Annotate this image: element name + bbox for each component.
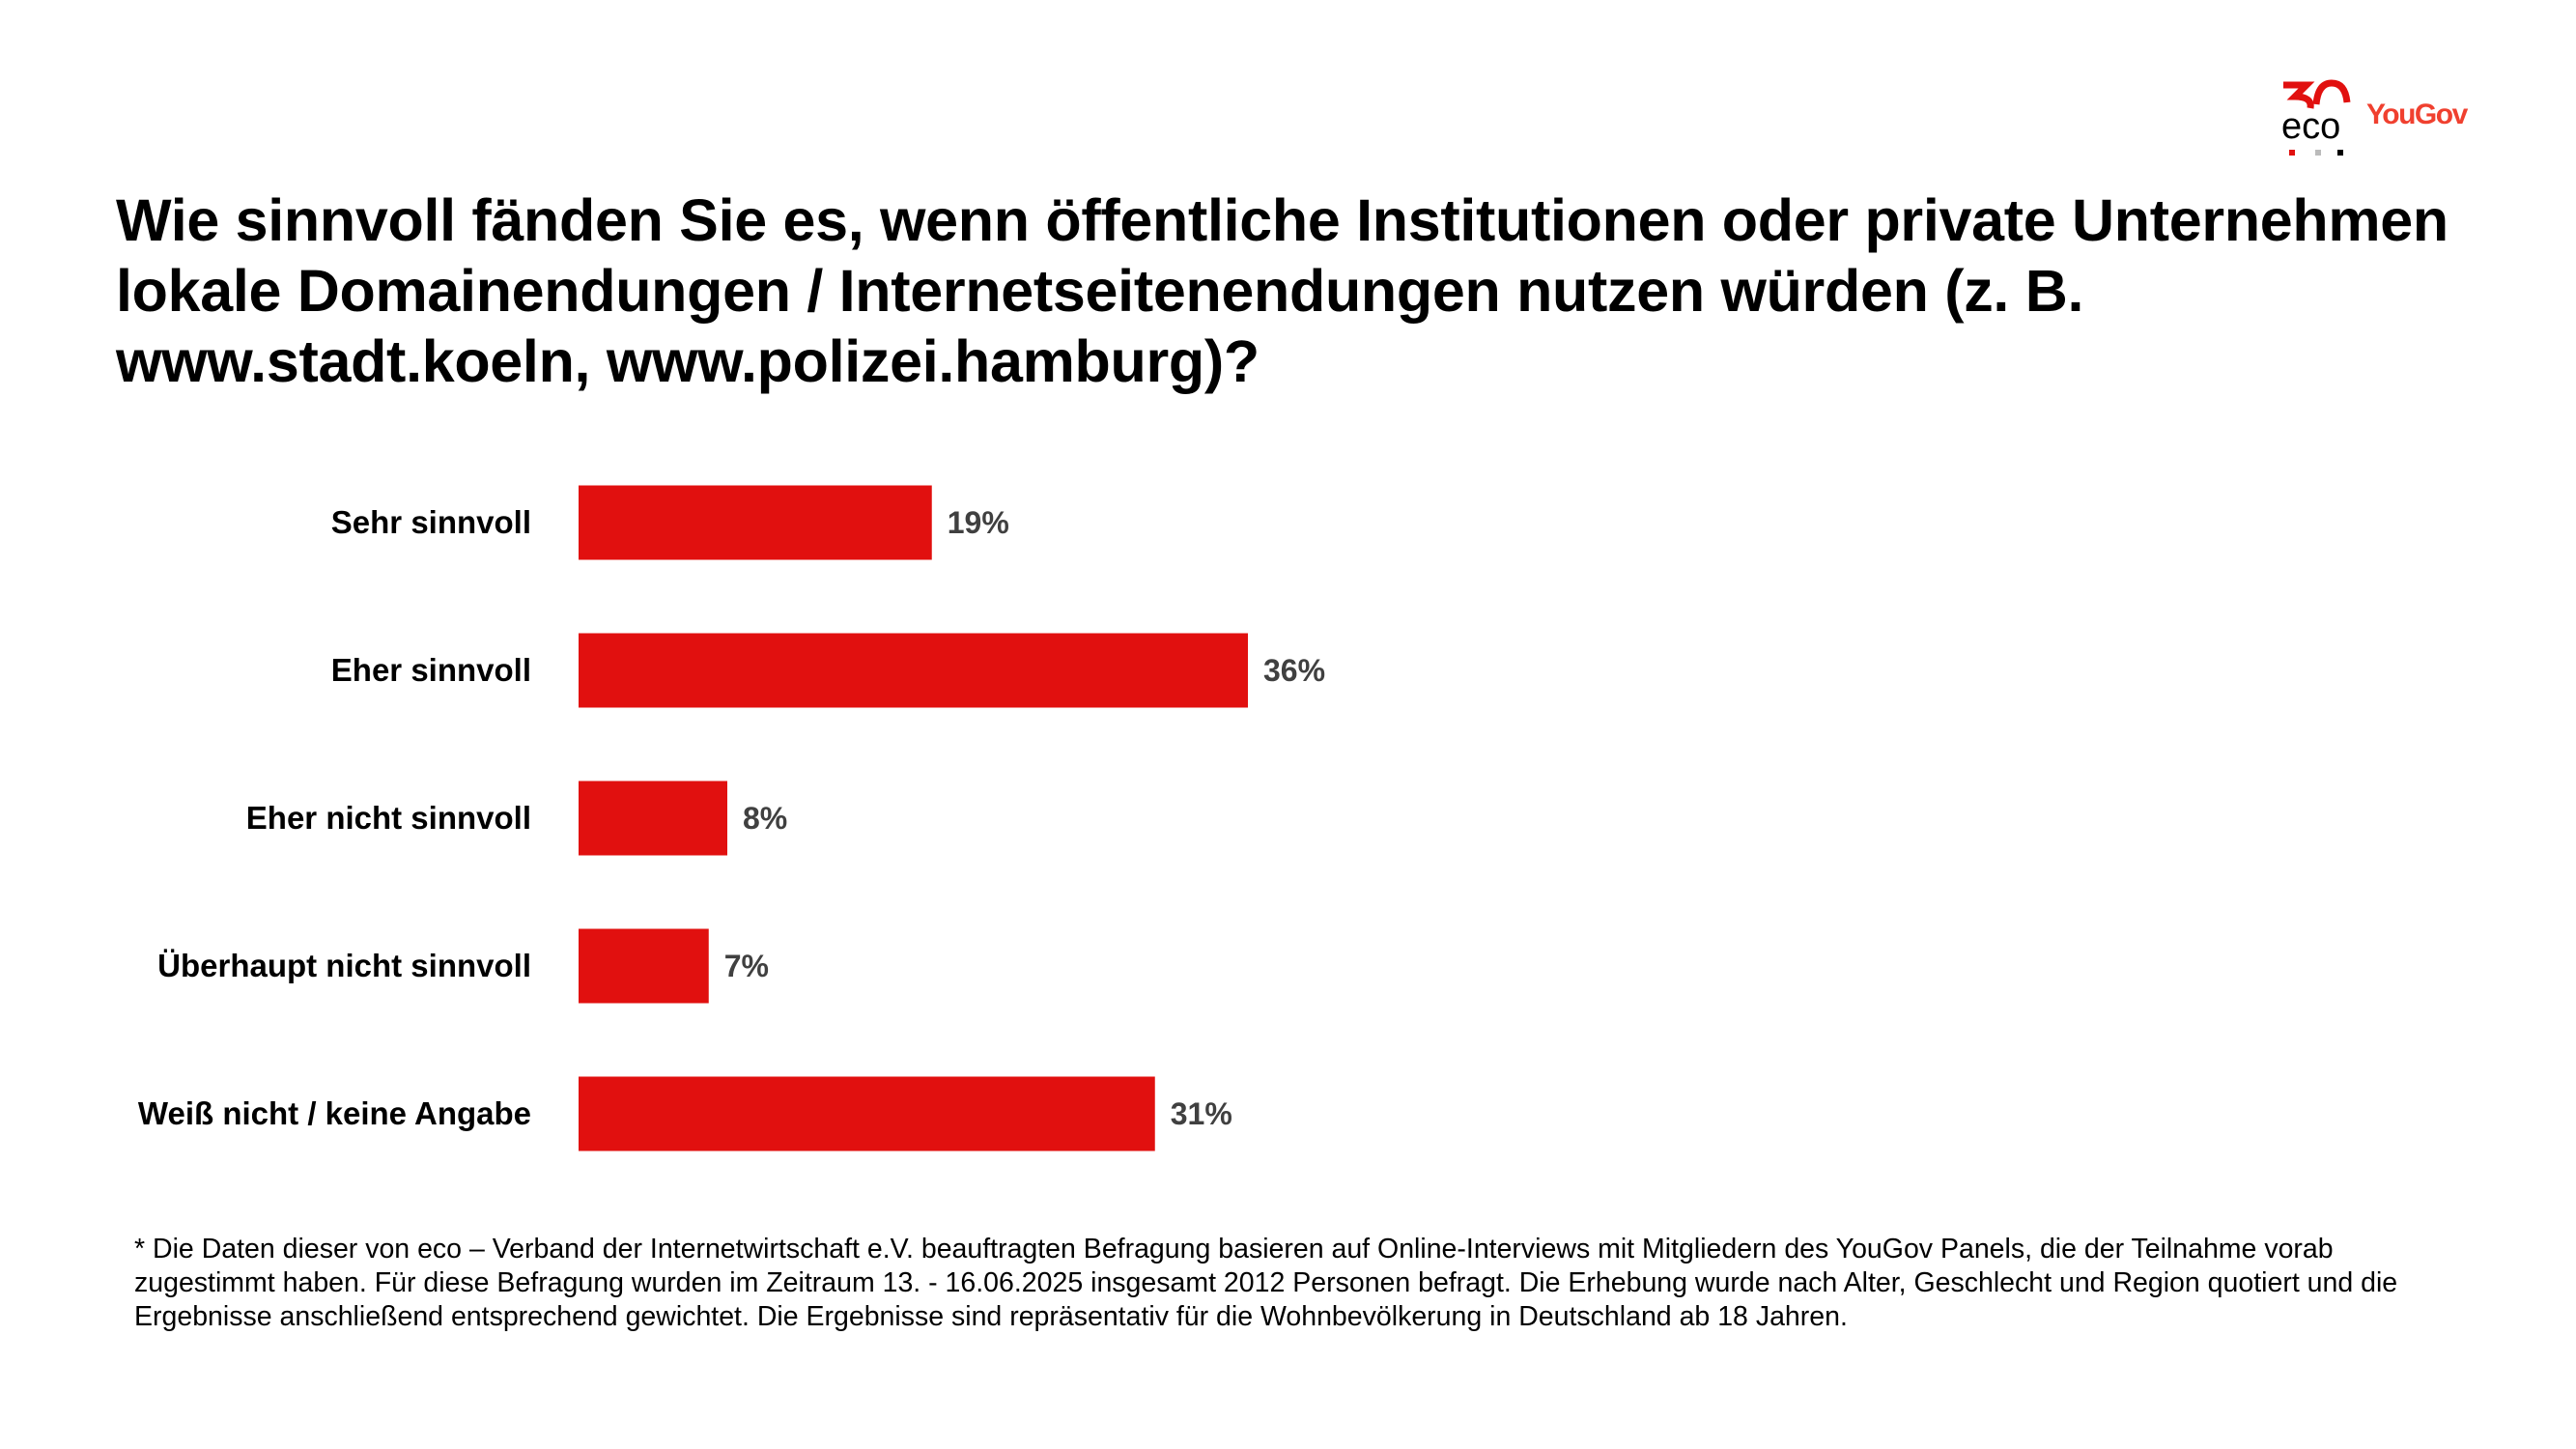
bar [579,781,727,856]
value-label: 7% [724,949,769,983]
footnote: * Die Daten dieser von eco – Verband der… [134,1234,2398,1332]
category-label: Eher nicht sinnvoll [246,800,531,836]
category-label: Überhaupt nicht sinnvoll [157,948,531,983]
svg-text:eco: eco [2281,106,2340,147]
category-label: Eher sinnvoll [331,652,531,688]
value-label: 31% [1171,1096,1232,1131]
eco-logo: eco [2281,79,2351,156]
bar [579,1076,1155,1151]
bar [579,485,932,560]
value-label: 19% [948,505,1009,540]
category-label: Sehr sinnvoll [331,504,531,540]
bar [579,928,709,1004]
logos: eco YouGov [2281,79,2470,156]
value-label: 36% [1263,653,1325,688]
yougov-logo: YouGov [2366,99,2469,130]
chart-title: Wie sinnvoll fänden Sie es, wenn öffentl… [116,187,2449,394]
value-label: 8% [743,801,787,836]
bar [579,633,1248,708]
category-label: Weiß nicht / keine Angabe [138,1095,531,1131]
